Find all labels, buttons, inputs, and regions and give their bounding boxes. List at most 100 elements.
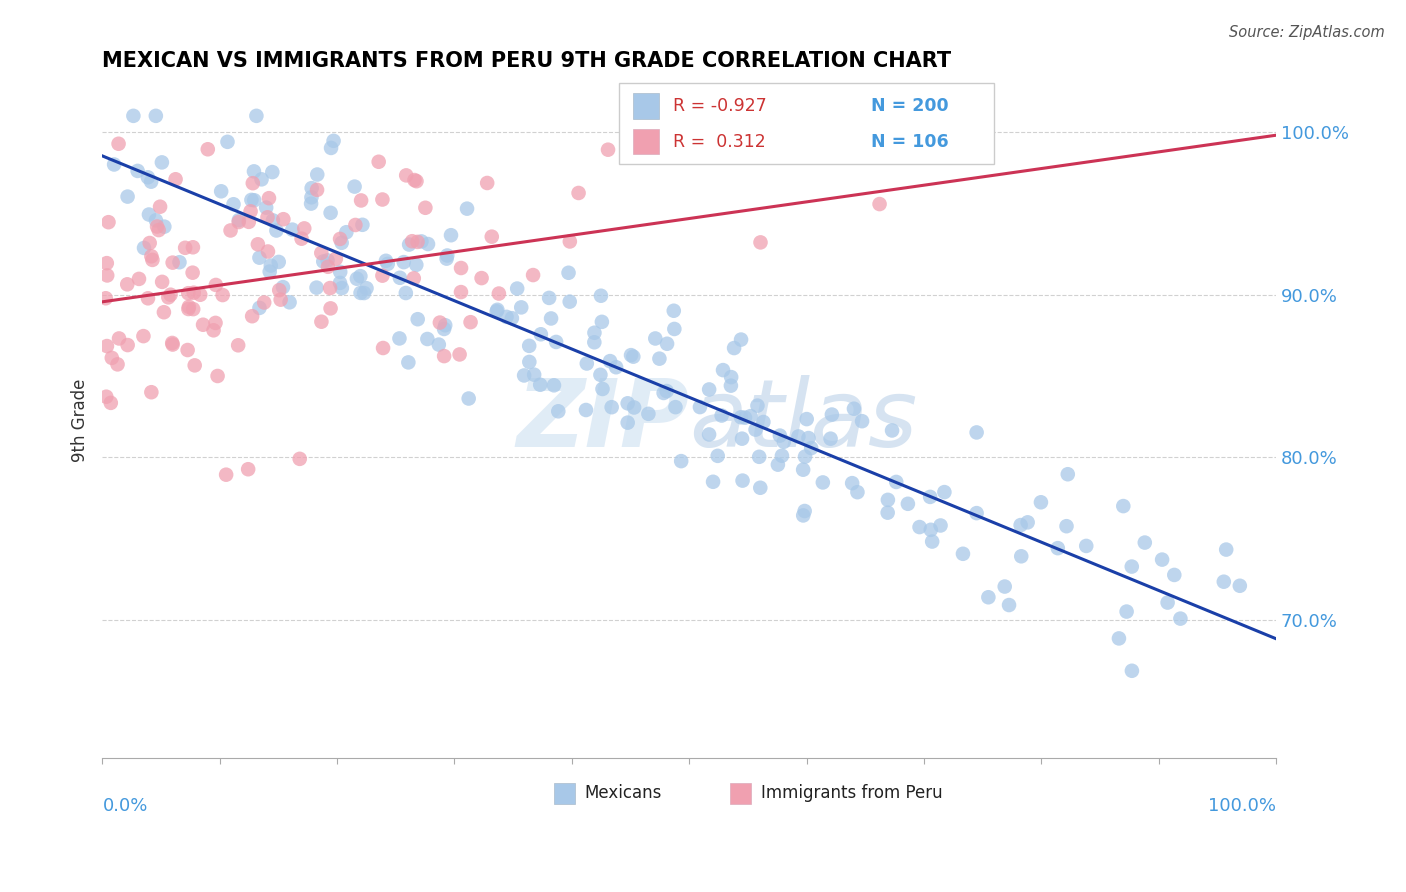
Point	[450, 285, 472, 299]
Point	[319, 301, 342, 316]
Point	[162, 255, 184, 269]
Text: N = 200: N = 200	[872, 97, 949, 115]
Point	[329, 232, 352, 246]
Point	[450, 260, 472, 275]
Point	[568, 186, 591, 200]
Point	[558, 294, 581, 309]
Point	[181, 240, 204, 254]
Point	[787, 429, 810, 443]
Point	[773, 434, 796, 449]
Point	[138, 207, 160, 221]
Point	[752, 415, 775, 429]
Point	[616, 416, 638, 430]
Point	[107, 357, 129, 371]
Point	[117, 338, 139, 352]
Point	[243, 193, 266, 207]
Point	[271, 280, 294, 294]
Point	[249, 251, 271, 265]
Text: 0.0%: 0.0%	[103, 797, 148, 814]
Point	[329, 276, 352, 290]
Point	[644, 331, 666, 345]
Point	[966, 506, 988, 520]
Point	[278, 295, 301, 310]
Point	[219, 223, 242, 237]
Point	[416, 332, 439, 346]
Point	[766, 458, 789, 472]
Point	[966, 425, 988, 440]
Point	[238, 215, 260, 229]
Point	[153, 305, 176, 319]
Point	[842, 401, 865, 416]
Point	[723, 341, 745, 355]
Point	[506, 282, 529, 296]
Point	[177, 301, 200, 316]
Point	[176, 343, 198, 357]
Point	[228, 213, 250, 227]
Point	[897, 497, 920, 511]
Point	[349, 285, 371, 300]
Point	[583, 326, 606, 340]
Point	[141, 249, 163, 263]
Point	[1121, 559, 1143, 574]
Point	[188, 287, 211, 301]
Text: ZIP: ZIP	[516, 375, 689, 467]
Point	[262, 213, 284, 227]
Point	[731, 432, 754, 446]
Point	[994, 580, 1017, 594]
Bar	[633, 93, 658, 119]
Point	[655, 384, 678, 398]
Point	[920, 523, 942, 537]
Point	[402, 271, 425, 285]
Text: Immigrants from Peru: Immigrants from Peru	[761, 784, 942, 803]
Point	[145, 213, 167, 227]
Bar	[619, 83, 994, 164]
Point	[257, 191, 280, 205]
Point	[793, 504, 815, 518]
Point	[1056, 467, 1078, 482]
Bar	[633, 128, 658, 154]
Point	[335, 225, 357, 239]
Point	[301, 181, 323, 195]
Point	[749, 235, 772, 250]
Point	[249, 301, 271, 315]
Point	[392, 255, 415, 269]
Point	[165, 172, 187, 186]
Point	[749, 481, 772, 495]
Point	[404, 173, 426, 187]
Point	[720, 370, 742, 384]
Text: atlas: atlas	[689, 375, 918, 466]
Point	[406, 312, 429, 326]
Point	[259, 264, 281, 278]
Point	[253, 295, 276, 310]
Point	[330, 235, 353, 250]
Point	[411, 235, 433, 249]
Point	[427, 337, 450, 351]
Point	[202, 323, 225, 337]
Point	[734, 410, 756, 425]
Point	[267, 255, 290, 269]
Point	[669, 454, 692, 468]
Point	[731, 474, 754, 488]
Point	[449, 347, 471, 361]
Point	[257, 244, 280, 259]
Point	[689, 400, 711, 414]
Point	[396, 355, 419, 369]
Point	[292, 221, 315, 235]
Text: MEXICAN VS IMMIGRANTS FROM PERU 9TH GRADE CORRELATION CHART: MEXICAN VS IMMIGRANTS FROM PERU 9TH GRAD…	[103, 51, 952, 70]
Point	[1046, 541, 1069, 556]
Point	[325, 252, 347, 266]
Point	[605, 360, 627, 375]
Point	[299, 196, 322, 211]
Point	[96, 339, 118, 353]
Point	[149, 200, 172, 214]
Point	[169, 255, 191, 269]
Point	[388, 270, 411, 285]
Point	[869, 197, 891, 211]
Point	[488, 286, 510, 301]
Point	[316, 253, 339, 268]
Point	[876, 506, 898, 520]
Point	[540, 311, 562, 326]
Point	[150, 275, 173, 289]
Point	[330, 281, 353, 295]
Point	[352, 218, 374, 232]
